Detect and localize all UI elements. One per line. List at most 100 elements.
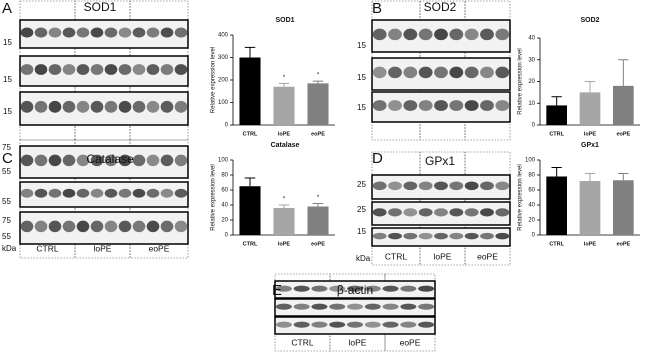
- panel-letter: A: [2, 0, 12, 17]
- lane-label: CTRL: [385, 251, 407, 261]
- band: [90, 64, 104, 75]
- band: [48, 188, 62, 198]
- bar: [546, 176, 567, 235]
- size-marker: 15: [357, 73, 366, 82]
- band: [372, 232, 387, 240]
- band: [418, 181, 433, 191]
- band: [34, 27, 48, 38]
- y-axis-label: Relative expression level: [211, 164, 217, 230]
- band: [418, 321, 435, 328]
- bar: [613, 180, 634, 235]
- band: [62, 27, 76, 38]
- band: [62, 154, 76, 167]
- band: [480, 66, 494, 79]
- band: [132, 188, 146, 198]
- band: [146, 220, 160, 233]
- lane-label: CTRL: [36, 243, 58, 253]
- bar: [273, 208, 295, 235]
- band: [146, 64, 160, 75]
- band: [104, 27, 118, 38]
- size-marker: 75: [2, 216, 11, 225]
- band: [388, 232, 402, 240]
- y-tick-label: 40: [528, 36, 535, 42]
- band: [90, 188, 104, 198]
- size-marker: 15: [357, 41, 366, 50]
- band: [400, 321, 417, 328]
- band: [403, 66, 418, 79]
- blot-strip: [19, 55, 189, 87]
- size-marker: 15: [357, 103, 366, 112]
- band: [434, 208, 448, 217]
- band: [495, 181, 510, 191]
- band: [104, 154, 118, 167]
- band: [174, 188, 188, 198]
- band: [118, 64, 132, 75]
- size-marker: 15: [3, 75, 12, 84]
- band: [418, 303, 435, 310]
- x-tick-label: eoPE: [311, 131, 325, 137]
- bar: [273, 86, 295, 125]
- unit-label: kDa: [2, 244, 17, 253]
- band: [174, 27, 188, 38]
- band: [160, 188, 174, 198]
- band: [132, 64, 146, 75]
- band: [403, 181, 418, 191]
- x-tick-label: loPE: [584, 241, 597, 247]
- band: [62, 100, 76, 113]
- band: [329, 285, 346, 292]
- band: [418, 28, 433, 41]
- band: [104, 100, 118, 113]
- y-axis-label: Relative expression level: [518, 48, 524, 114]
- band: [20, 154, 34, 167]
- band: [372, 66, 387, 79]
- band: [364, 321, 381, 328]
- blot-strip: [19, 145, 189, 179]
- band: [132, 100, 146, 113]
- band: [48, 64, 62, 75]
- band: [20, 220, 34, 233]
- blot-strip: [19, 181, 189, 208]
- band: [372, 208, 387, 217]
- chart-title: Catalase: [271, 142, 300, 149]
- band: [311, 285, 328, 292]
- band: [174, 220, 188, 233]
- y-tick-label: 10: [528, 101, 535, 107]
- band: [160, 27, 174, 38]
- y-tick-label: 100: [218, 158, 229, 164]
- band: [434, 232, 448, 240]
- band: [34, 100, 48, 113]
- panel-letter: D: [372, 150, 383, 167]
- band: [464, 208, 479, 217]
- band: [347, 285, 363, 292]
- bar: [546, 105, 567, 125]
- blot-title: SOD2: [424, 0, 457, 14]
- band: [146, 27, 160, 38]
- band: [388, 181, 402, 191]
- x-tick-label: CTRL: [549, 241, 564, 247]
- band: [480, 181, 494, 191]
- x-tick-label: eoPE: [616, 241, 630, 247]
- band: [403, 208, 418, 217]
- y-axis-label: Relative expression level: [211, 47, 217, 113]
- band: [34, 220, 48, 233]
- band: [118, 100, 132, 113]
- band: [372, 181, 387, 191]
- band: [174, 64, 188, 75]
- band: [495, 232, 510, 240]
- band: [495, 66, 510, 79]
- y-tick-label: 20: [221, 218, 228, 224]
- band: [388, 100, 402, 111]
- y-tick-label: 0: [532, 123, 536, 129]
- blot-strip: [19, 91, 189, 126]
- band: [146, 154, 160, 167]
- band: [132, 220, 146, 233]
- x-tick-label: loPE: [584, 131, 597, 137]
- band: [48, 154, 62, 167]
- y-tick-label: 0: [532, 233, 536, 239]
- size-marker: 55: [2, 232, 11, 241]
- lane-label: loPE: [94, 243, 112, 253]
- band: [90, 154, 104, 167]
- lane-label: eoPE: [477, 251, 498, 261]
- band: [382, 303, 399, 310]
